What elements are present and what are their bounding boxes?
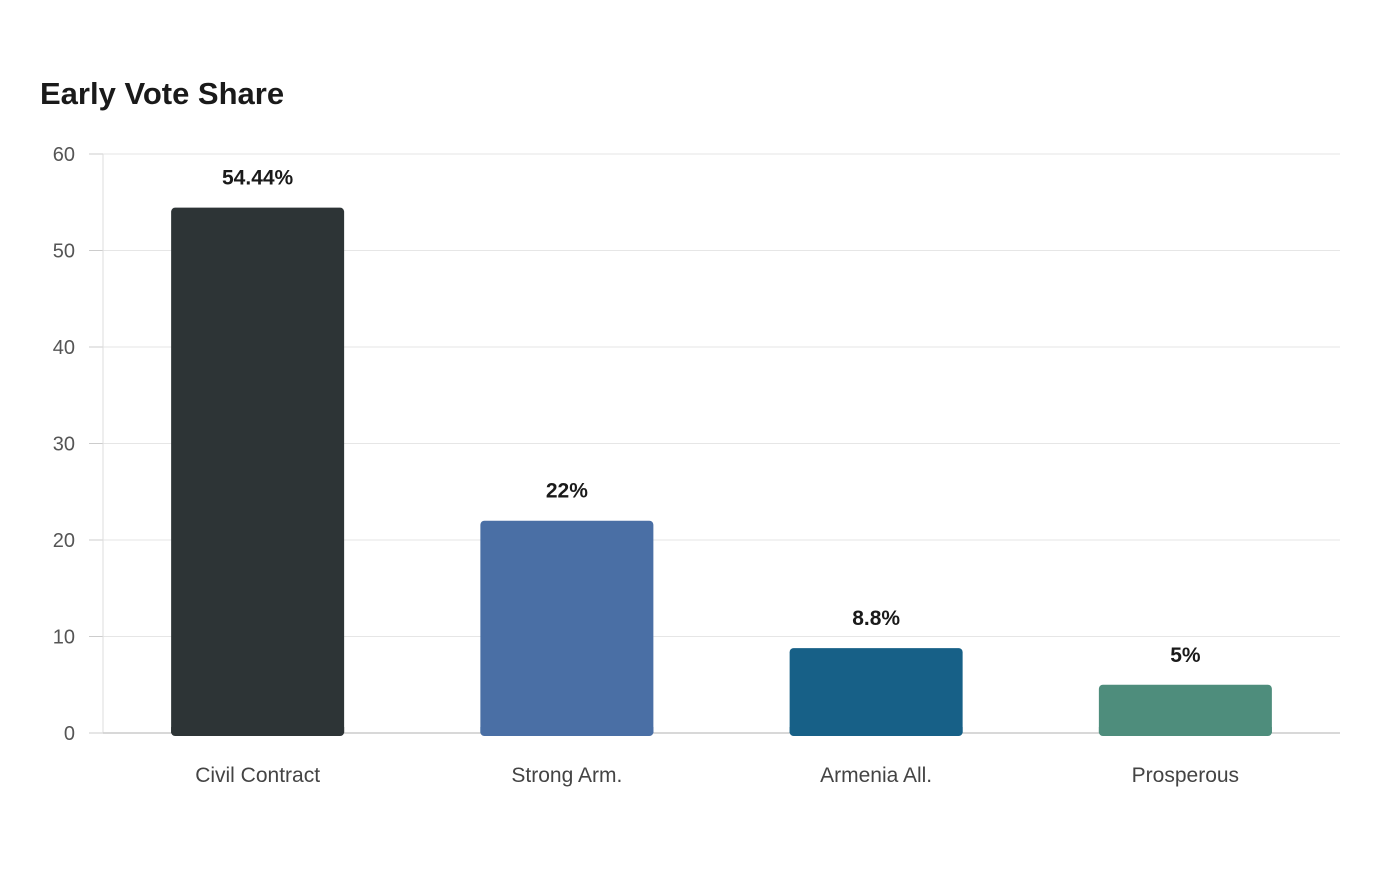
bar-base	[480, 727, 654, 733]
y-tick-labels: 0 10 20 30 40 50 60	[53, 144, 75, 745]
data-label: 5%	[1170, 644, 1201, 667]
category-label: Strong Arm.	[511, 764, 622, 787]
y-tick-label: 40	[53, 337, 75, 359]
bar	[171, 207, 345, 737]
y-tick-label: 20	[53, 530, 75, 552]
chart-title: Early Vote Share	[40, 76, 285, 111]
bar	[1098, 684, 1272, 736]
y-tick-label: 30	[53, 434, 75, 456]
bar	[480, 520, 654, 736]
y-tick-label: 60	[53, 144, 75, 166]
category-label: Armenia All.	[820, 764, 932, 787]
y-tick-label: 10	[53, 627, 75, 649]
bar	[789, 648, 963, 736]
data-label: 8.8%	[852, 607, 900, 630]
bar-base	[789, 727, 963, 733]
data-label: 54.44%	[222, 167, 294, 190]
data-labels: 54.44% 22% 8.8% 5%	[222, 167, 1201, 667]
bars	[171, 207, 1272, 737]
category-label: Civil Contract	[195, 764, 320, 787]
category-label: Prosperous	[1132, 764, 1239, 787]
bar-base	[1098, 727, 1272, 733]
y-tick-label: 0	[64, 723, 75, 745]
bar-base	[171, 727, 345, 733]
y-tick-label: 50	[53, 241, 75, 263]
data-label: 22%	[546, 480, 588, 503]
category-labels: Civil Contract Strong Arm. Armenia All. Pro…	[195, 764, 1239, 787]
